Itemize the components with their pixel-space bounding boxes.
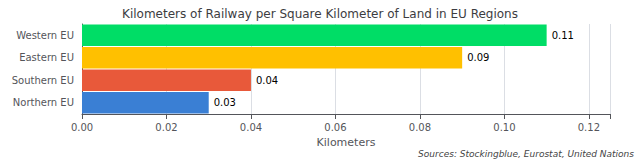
- svg-text:0.04: 0.04: [240, 122, 262, 133]
- svg-text:0.12: 0.12: [578, 122, 600, 133]
- svg-text:Sources: Stockingblue, Eurosta: Sources: Stockingblue, Eurostat, United …: [418, 149, 634, 159]
- svg-text:Kilometers of Railway per Squa: Kilometers of Railway per Square Kilomet…: [122, 7, 518, 21]
- svg-text:0.10: 0.10: [493, 122, 515, 133]
- svg-text:0.03: 0.03: [214, 97, 236, 108]
- svg-text:0.02: 0.02: [155, 122, 177, 133]
- svg-text:0.06: 0.06: [324, 122, 346, 133]
- svg-text:Western EU: Western EU: [16, 30, 74, 41]
- svg-text:0.09: 0.09: [467, 52, 489, 63]
- svg-text:0.00: 0.00: [71, 122, 93, 133]
- svg-text:Northern EU: Northern EU: [13, 97, 74, 108]
- svg-text:Eastern EU: Eastern EU: [19, 52, 74, 63]
- svg-text:0.08: 0.08: [409, 122, 431, 133]
- svg-text:0.11: 0.11: [552, 30, 574, 41]
- svg-text:0.04: 0.04: [256, 75, 278, 86]
- svg-text:Southern EU: Southern EU: [12, 75, 74, 86]
- svg-text:Kilometers: Kilometers: [317, 136, 376, 149]
